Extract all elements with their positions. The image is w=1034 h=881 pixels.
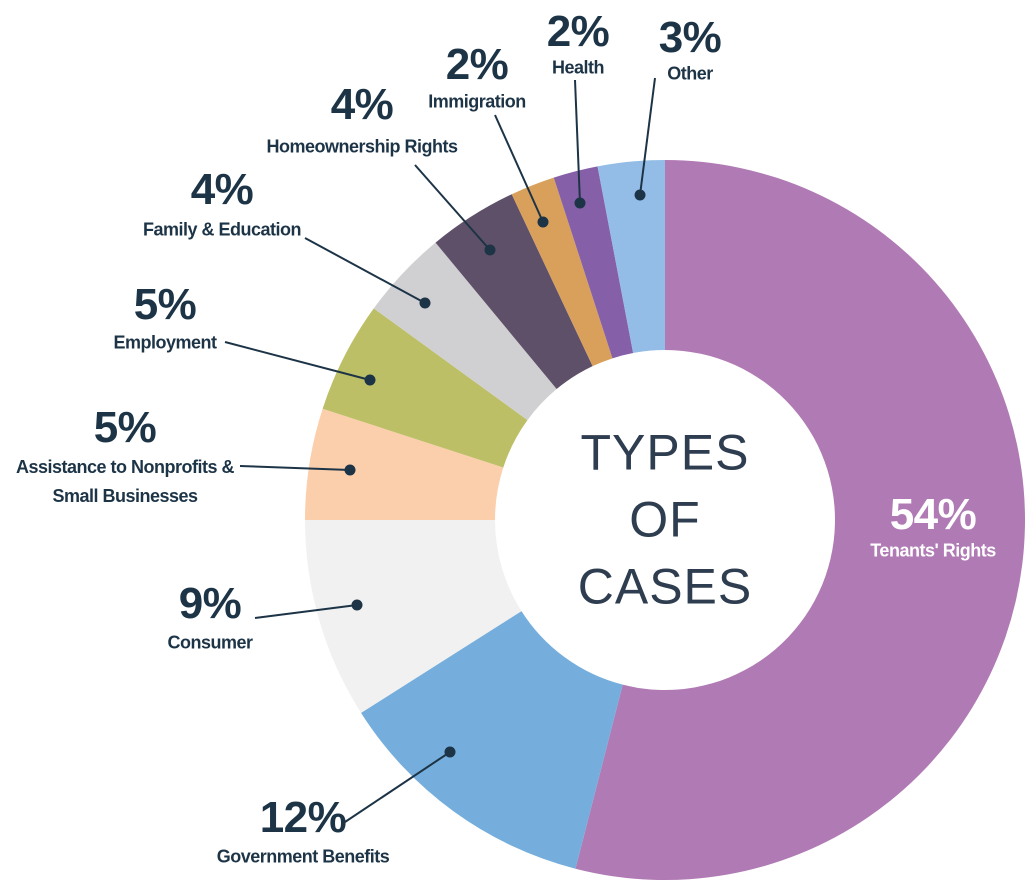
- donut-segment: [322, 308, 528, 468]
- donut-segment: [511, 177, 613, 367]
- leader-dot: [419, 297, 431, 309]
- leader-dot: [351, 599, 363, 611]
- value-label: 2%: [546, 7, 610, 56]
- leader-line: [239, 465, 351, 471]
- donut-segment: [305, 408, 504, 520]
- category-label: Immigration: [428, 91, 526, 112]
- category-label: Government Benefits: [216, 846, 390, 867]
- category-label: Assistance to Nonprofits & Small Busines…: [15, 457, 235, 506]
- leader-dot: [484, 244, 496, 256]
- donut-segment: [435, 194, 593, 390]
- leader-dot: [364, 374, 376, 386]
- value-label: 3%: [658, 13, 722, 62]
- value-label: 4%: [330, 80, 394, 129]
- donut-segment: [373, 242, 557, 421]
- category-label: Consumer: [167, 632, 253, 653]
- category-label: Other: [667, 63, 713, 84]
- leader-dot: [634, 189, 646, 201]
- leader-line: [494, 114, 544, 223]
- donut-segment: [597, 160, 665, 354]
- value-label: 5%: [93, 403, 157, 452]
- value-label: 2%: [445, 40, 509, 89]
- leader-line: [344, 751, 451, 823]
- category-label: Health: [551, 57, 605, 78]
- category-label: Homeownership Rights: [266, 136, 458, 157]
- value-label: 54%: [889, 490, 977, 539]
- donut-segment: [575, 160, 1025, 880]
- leader-line: [574, 79, 581, 204]
- leader-line: [254, 604, 358, 619]
- donut-segment: [553, 166, 634, 359]
- chart-title: TYPES OF CASES: [577, 424, 753, 615]
- leader-dot: [444, 746, 456, 758]
- donut-segment: [305, 520, 522, 713]
- donut-segment: [361, 611, 623, 869]
- category-label: Tenants' Rights: [870, 540, 996, 561]
- leader-line: [639, 77, 656, 196]
- leader-dot: [574, 197, 586, 209]
- leader-dot: [537, 216, 549, 228]
- value-label: 4%: [190, 165, 254, 214]
- value-label: 12%: [259, 793, 347, 842]
- value-label: 5%: [133, 280, 197, 329]
- leader-line: [414, 164, 491, 251]
- category-label: Employment: [113, 332, 217, 353]
- leader-dot: [344, 464, 356, 476]
- category-label: Family & Education: [142, 219, 302, 240]
- value-label: 9%: [178, 579, 242, 628]
- leader-line: [224, 341, 371, 381]
- leader-line: [304, 237, 426, 304]
